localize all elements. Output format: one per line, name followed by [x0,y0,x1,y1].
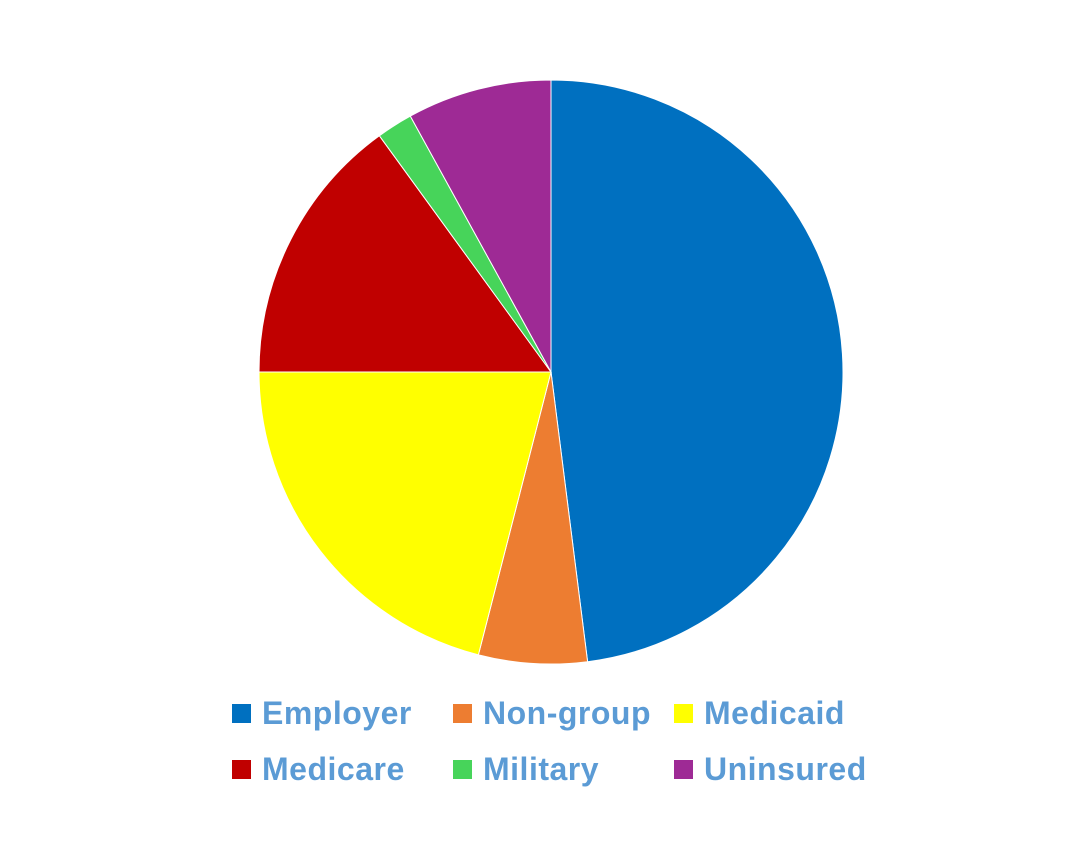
pie-slice-uninsured [409,79,552,373]
legend-item-medicaid: Medicaid [674,693,845,733]
legend-swatch-medicare [232,759,251,779]
legend-item-medicare: Medicare [232,749,405,789]
pie-slice-medicare [258,135,552,373]
legend-swatch-non-group [453,703,472,723]
legend-label-uninsured: Uninsured [704,750,867,787]
legend-row-2: Medicare Military Uninsured [232,749,912,805]
legend-label-non-group: Non-group [483,694,651,731]
legend-item-military: Military [453,749,599,789]
pie-slice-medicaid [258,371,552,656]
legend-swatch-uninsured [674,759,693,779]
legend-item-uninsured: Uninsured [674,749,867,789]
legend-label-military: Military [483,750,600,787]
chart-legend: Employer Non-group Medicaid Medicare Mil… [232,693,912,805]
legend-swatch-military [453,759,472,779]
legend-label-medicaid: Medicaid [704,694,845,731]
legend-label-medicare: Medicare [262,750,405,787]
legend-swatch-employer [232,703,251,723]
legend-item-non-group: Non-group [453,693,651,733]
legend-swatch-medicaid [674,703,693,723]
pie-slice-employer [550,79,844,663]
legend-label-employer: Employer [262,694,412,731]
legend-item-employer: Employer [232,693,412,733]
legend-row-1: Employer Non-group Medicaid [232,693,912,749]
pie-chart [258,79,844,665]
